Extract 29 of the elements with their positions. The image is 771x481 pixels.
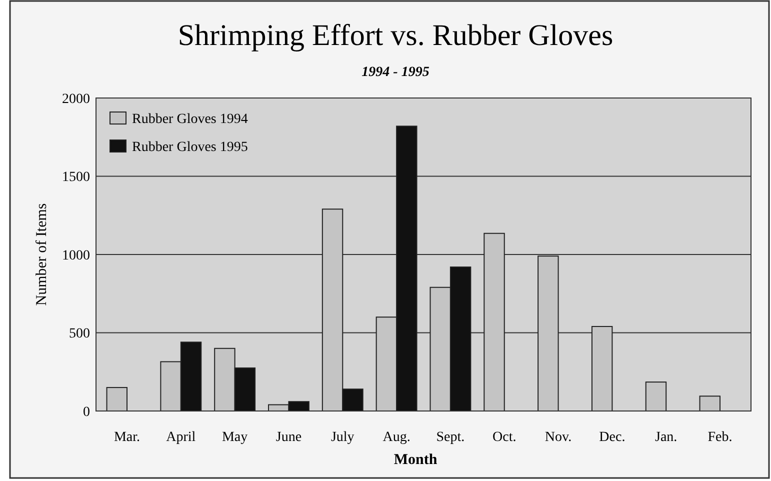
x-tick-label: Feb.	[708, 430, 732, 445]
x-axis-title: Month	[394, 452, 438, 468]
bar	[484, 232, 505, 412]
x-tick-label: April	[166, 430, 196, 445]
x-tick-label: Jan.	[655, 430, 678, 445]
y-tick-label: 2000	[62, 92, 90, 107]
x-tick-label: May	[222, 430, 248, 445]
x-tick-label: July	[330, 430, 354, 445]
x-tick-label: Mar.	[114, 430, 140, 445]
chart-subtitle: 1994 - 1995	[362, 65, 430, 80]
y-tick-label: 500	[69, 326, 90, 342]
x-tick-label: Nov.	[544, 430, 572, 445]
chart-title: Shrimping Effort vs. Rubber Gloves	[178, 19, 614, 52]
y-tick-label: 0	[83, 404, 90, 420]
bar	[591, 326, 613, 412]
y-axis-title: Number of Items	[34, 203, 50, 306]
bar	[699, 396, 720, 412]
legend-label: Rubber Gloves 1994	[132, 112, 248, 127]
y-tick-label: 1000	[62, 248, 90, 264]
bar	[645, 382, 667, 412]
x-tick-label: Sept.	[436, 430, 465, 445]
legend-label: Rubber Gloves 1995	[132, 140, 248, 155]
y-tick-label: 1500	[62, 170, 90, 186]
x-tick-label: Oct.	[492, 430, 516, 445]
bar	[538, 256, 559, 412]
bar	[106, 387, 128, 412]
x-tick-label: Dec.	[599, 430, 626, 445]
x-tick-label: June	[276, 430, 302, 445]
x-tick-label: Aug.	[382, 430, 410, 445]
